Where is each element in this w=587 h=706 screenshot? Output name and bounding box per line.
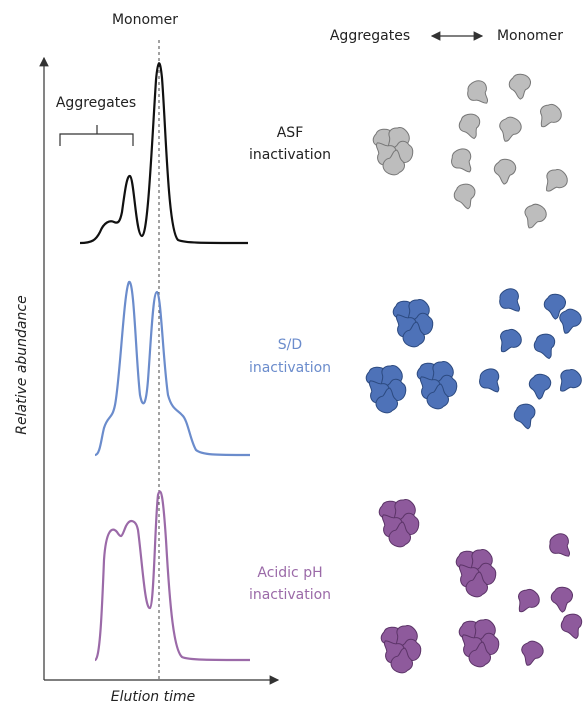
bracket <box>60 125 133 146</box>
protein <box>458 113 483 141</box>
protein <box>511 585 543 617</box>
asf-curve <box>80 63 248 243</box>
protein <box>492 157 518 186</box>
protein <box>448 146 477 177</box>
protein <box>508 73 532 100</box>
panel-label: ASF <box>277 125 304 141</box>
y-axis-title: Relative abundance <box>14 295 30 434</box>
protein <box>533 333 558 361</box>
panel-label: S/D <box>278 337 302 353</box>
protein <box>550 586 574 613</box>
acidic-curve <box>95 491 250 660</box>
protein <box>513 404 536 430</box>
sd-curve <box>95 282 250 455</box>
protein <box>545 531 576 563</box>
protein <box>533 100 565 132</box>
peak-label: Monomer <box>112 12 178 28</box>
protein <box>453 184 476 210</box>
protein <box>560 613 585 641</box>
figure: Monomer Aggregates Monomer Relative abun… <box>0 0 587 706</box>
protein <box>516 637 546 669</box>
bracket-label: Aggregates <box>56 95 136 111</box>
x-axis-title: Elution time <box>111 689 196 705</box>
panel-label: inactivation <box>249 360 331 376</box>
protein <box>463 78 494 110</box>
protein <box>494 113 524 145</box>
scale-right: Monomer <box>497 28 563 44</box>
protein-illustration <box>363 73 585 676</box>
panel-label: inactivation <box>249 587 331 603</box>
protein <box>493 325 525 357</box>
protein <box>476 366 505 397</box>
panel-label: Acidic pH <box>257 565 322 581</box>
protein <box>527 372 553 401</box>
protein <box>495 286 526 318</box>
protein <box>538 165 570 197</box>
protein <box>518 200 549 232</box>
panel-label: inactivation <box>249 147 331 163</box>
protein <box>552 365 584 397</box>
scale-left: Aggregates <box>330 28 410 44</box>
